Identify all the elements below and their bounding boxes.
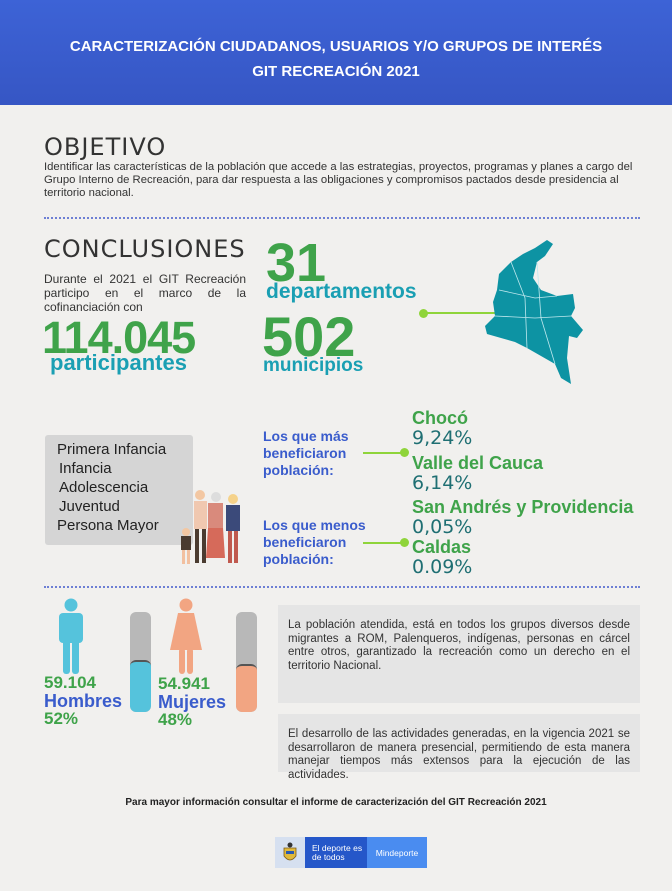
conclusiones-intro: Durante el 2021 el GIT Recreación partic… bbox=[44, 272, 246, 314]
departments-label: departamentos bbox=[266, 280, 417, 303]
logo-slogan: El deporte es de todos bbox=[305, 837, 367, 868]
women-stats: 54.941 Mujeres 48% bbox=[158, 675, 226, 729]
objetivo-text: Identificar las características de la po… bbox=[44, 161, 633, 199]
colombia-map bbox=[485, 240, 583, 384]
participants-label: participantes bbox=[50, 350, 187, 375]
departments-value: 31 bbox=[266, 233, 327, 293]
divider bbox=[44, 217, 640, 219]
women-bar bbox=[236, 612, 257, 712]
man-icon bbox=[59, 598, 83, 674]
most-label: Los que más beneficiaron población: bbox=[263, 428, 349, 478]
coat-of-arms-icon bbox=[275, 837, 305, 868]
connector-line bbox=[363, 542, 403, 544]
note-box: El desarrollo de las actividades generad… bbox=[278, 714, 640, 781]
department-pct: 0,05% bbox=[412, 516, 473, 538]
department-name: San Andrés y Providencia bbox=[412, 497, 634, 517]
connector-line bbox=[424, 312, 496, 314]
women-value: 54.941 bbox=[158, 674, 210, 693]
mindeporte-logo: El deporte es de todos Mindeporte bbox=[275, 837, 427, 868]
group-item: Adolescencia bbox=[59, 479, 149, 496]
note-text: La población atendida, está en todos los… bbox=[288, 619, 630, 672]
men-label: Hombres bbox=[44, 691, 123, 711]
department-name: Chocó bbox=[412, 408, 468, 428]
group-item: Persona Mayor bbox=[57, 517, 159, 534]
note-box: La población atendida, está en todos los… bbox=[278, 605, 640, 703]
municipalities-value: 502 bbox=[262, 305, 356, 368]
department-pct: 6,14% bbox=[412, 472, 473, 494]
participants-value: 114.045 bbox=[42, 312, 196, 363]
women-pct: 48% bbox=[158, 710, 193, 729]
header: CARACTERIZACIÓN CIUDADANOS, USUARIOS Y/O… bbox=[0, 0, 672, 105]
department-pct: 9,24% bbox=[412, 427, 473, 449]
department-pct: 0.09% bbox=[412, 556, 473, 578]
least-label: Los que menos beneficiaron población: bbox=[263, 517, 366, 567]
conclusiones-heading: CONCLUSIONES bbox=[44, 235, 246, 263]
divider bbox=[44, 586, 640, 588]
woman-icon bbox=[170, 598, 202, 674]
logo-brand: Mindeporte bbox=[367, 837, 427, 868]
groups-box: Primera Infancia Infancia Adolescencia J… bbox=[45, 435, 193, 545]
title-line-1: CARACTERIZACIÓN CIUDADANOS, USUARIOS Y/O… bbox=[69, 38, 603, 55]
group-item: Infancia bbox=[59, 460, 112, 477]
family-illustration bbox=[181, 490, 240, 564]
group-item: Juventud bbox=[59, 498, 120, 515]
department-name: Valle del Cauca bbox=[412, 453, 544, 473]
connector-line bbox=[363, 452, 403, 454]
department-name: Caldas bbox=[412, 537, 472, 557]
men-pct: 52% bbox=[44, 709, 79, 728]
objetivo-heading: OBJETIVO bbox=[44, 133, 167, 161]
connector-dot bbox=[419, 309, 428, 318]
municipalities-label: municipios bbox=[263, 355, 364, 376]
group-item: Primera Infancia bbox=[57, 441, 167, 458]
note-text: El desarrollo de las actividades generad… bbox=[288, 728, 630, 781]
title-line-2: GIT RECREACIÓN 2021 bbox=[252, 63, 420, 80]
men-bar bbox=[130, 612, 151, 712]
most-list: Chocó 9,24% Valle del Cauca 6,14% bbox=[412, 408, 543, 493]
connector-dot bbox=[400, 448, 409, 457]
footer-text: Para mayor información consultar el info… bbox=[125, 797, 547, 808]
connector-dot bbox=[400, 538, 409, 547]
least-list: San Andrés y Providencia 0,05% Caldas 0.… bbox=[412, 497, 633, 577]
men-value: 59.104 bbox=[44, 673, 96, 692]
men-stats: 59.104 Hombres 52% bbox=[44, 674, 122, 728]
women-label: Mujeres bbox=[158, 692, 227, 712]
